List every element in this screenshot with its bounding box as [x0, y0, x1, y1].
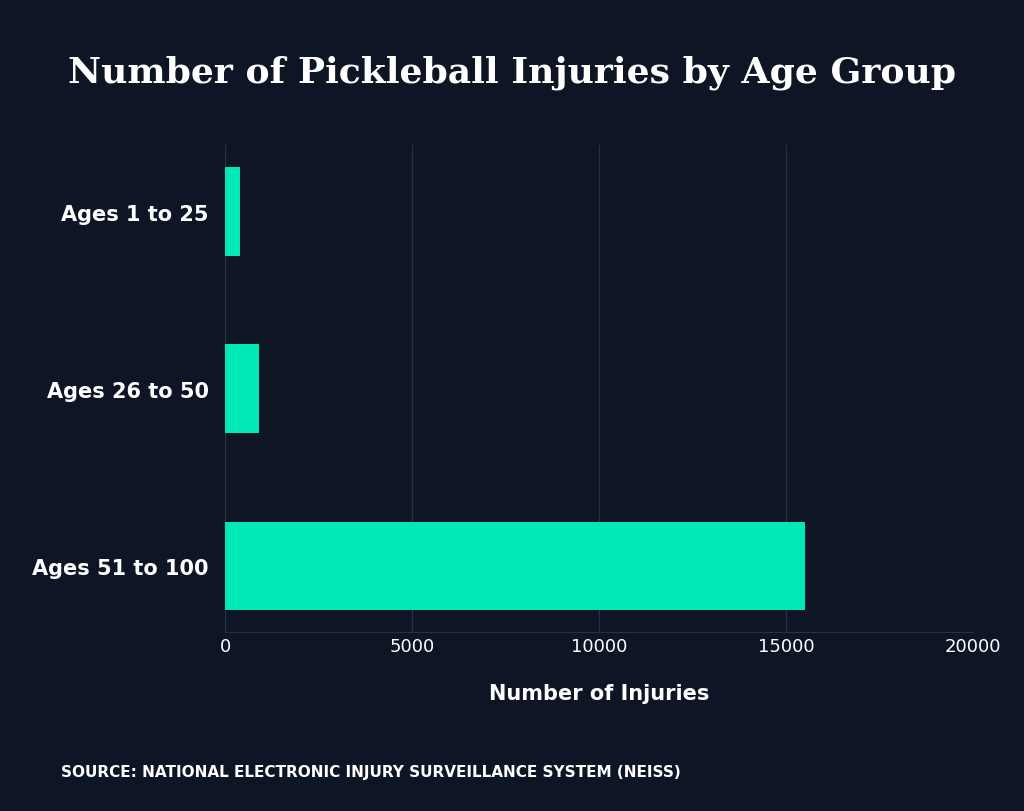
- X-axis label: Number of Injuries: Number of Injuries: [488, 683, 710, 703]
- Bar: [225, 522, 805, 611]
- Text: Number of Pickleball Injuries by Age Group: Number of Pickleball Injuries by Age Gro…: [68, 56, 956, 90]
- Bar: [225, 168, 241, 256]
- Text: SOURCE: NATIONAL ELECTRONIC INJURY SURVEILLANCE SYSTEM (NEISS): SOURCE: NATIONAL ELECTRONIC INJURY SURVE…: [61, 764, 681, 779]
- Bar: [225, 345, 259, 434]
